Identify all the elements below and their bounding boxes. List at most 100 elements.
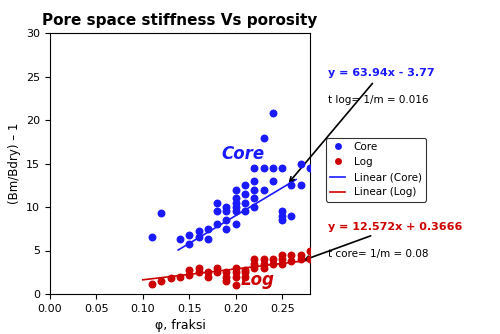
Log [250,265,258,271]
Core [250,178,258,184]
Core [278,209,286,214]
Log [194,270,202,275]
Text: y = 63.94x - 3.77: y = 63.94x - 3.77 [290,68,434,181]
X-axis label: φ, fraksi: φ, fraksi [154,319,206,332]
Log [296,257,304,262]
Core [194,229,202,234]
Core [213,209,221,214]
Core [250,165,258,171]
Core [296,183,304,188]
Log [260,265,268,271]
Core [222,226,230,231]
Core [204,236,212,242]
Linear (Core) [293,177,299,181]
Log [186,272,194,278]
Log [213,265,221,271]
Core [176,236,184,242]
Core [241,200,249,205]
Log [296,252,304,258]
Core [186,232,194,237]
Core [278,217,286,223]
Core [158,210,166,216]
Log [269,261,277,266]
Log [288,252,296,258]
Core [232,196,239,201]
Title: Pore space stiffness Vs porosity: Pore space stiffness Vs porosity [42,13,318,28]
Core [186,241,194,246]
Core [232,209,239,214]
Log [204,270,212,275]
Core [232,204,239,210]
Log [260,261,268,266]
Linear (Log) [140,278,146,282]
Log [278,257,286,262]
Log [148,282,156,287]
Log [176,274,184,279]
Log [232,270,239,275]
Log [222,270,230,275]
Core [222,217,230,223]
Line: Linear (Log): Linear (Log) [143,259,320,280]
Log [166,276,174,281]
Core [269,165,277,171]
Core [241,191,249,197]
Log [204,274,212,279]
Text: t core= 1/m = 0.08: t core= 1/m = 0.08 [328,249,428,259]
Log [250,261,258,266]
Log [260,257,268,262]
Core [241,209,249,214]
Log [232,265,239,271]
Core [148,235,156,240]
Log [316,252,324,258]
Core [241,183,249,188]
Log [213,270,221,275]
Log [288,258,296,264]
Linear (Log) [316,257,322,261]
Core [296,161,304,166]
Log [241,274,249,279]
Log [232,283,239,288]
Core [250,204,258,210]
Core [306,165,314,171]
Text: Core: Core [222,145,265,163]
Core [288,213,296,218]
Core [260,165,268,171]
Core [222,209,230,214]
Core [269,178,277,184]
Text: y = 12.572x + 0.3666: y = 12.572x + 0.3666 [305,222,462,260]
Core [260,135,268,140]
Core [278,165,286,171]
Log [278,261,286,266]
Core [250,187,258,192]
Linear (Core) [175,248,181,252]
Text: t log= 1/m = 0.016: t log= 1/m = 0.016 [328,95,428,105]
Log [306,257,314,262]
Core [260,187,268,192]
Log [158,278,166,284]
Log [232,274,239,279]
Legend: Core, Log, Linear (Core), Linear (Log): Core, Log, Linear (Core), Linear (Log) [326,138,426,201]
Core [222,204,230,210]
Log [222,274,230,279]
Line: Linear (Core): Linear (Core) [178,179,296,250]
Core [213,222,221,227]
Core [278,213,286,218]
Log [306,248,314,253]
Y-axis label: (Bm/Bdry) – 1: (Bm/Bdry) – 1 [8,123,20,204]
Core [232,222,239,227]
Log [278,252,286,258]
Log [269,257,277,262]
Core [250,196,258,201]
Log [186,267,194,272]
Core [194,235,202,240]
Text: Log: Log [240,271,274,289]
Log [194,265,202,271]
Core [232,187,239,192]
Core [213,200,221,205]
Log [241,270,249,275]
Log [222,278,230,284]
Core [269,111,277,116]
Core [232,200,239,205]
Core [204,226,212,231]
Log [250,257,258,262]
